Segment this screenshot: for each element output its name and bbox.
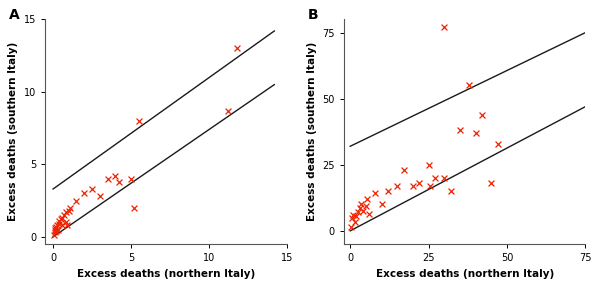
Point: [471, 131, 481, 135]
Point: [455, 128, 465, 133]
Point: [477, 112, 487, 117]
Point: [424, 162, 433, 167]
Point: [55, 219, 64, 223]
Point: [52, 223, 62, 228]
Point: [361, 203, 371, 208]
X-axis label: Excess deaths (northern Italy): Excess deaths (northern Italy): [376, 269, 554, 279]
Point: [61, 210, 70, 214]
Point: [53, 227, 62, 232]
Point: [51, 224, 61, 229]
Point: [95, 194, 104, 199]
Point: [352, 214, 361, 219]
Point: [134, 119, 143, 123]
Point: [52, 229, 61, 233]
Y-axis label: Excess deaths (southern Italy): Excess deaths (southern Italy): [307, 42, 317, 221]
Point: [50, 230, 59, 235]
Point: [64, 208, 73, 213]
Point: [103, 177, 112, 181]
Point: [114, 179, 124, 184]
Point: [487, 181, 496, 186]
Point: [232, 46, 242, 51]
Point: [49, 233, 59, 238]
Point: [353, 210, 363, 215]
Point: [59, 213, 69, 217]
Point: [377, 202, 386, 207]
Point: [346, 225, 356, 229]
Point: [50, 227, 60, 232]
Point: [362, 197, 372, 201]
Point: [79, 191, 89, 196]
Point: [54, 222, 64, 226]
Point: [430, 176, 440, 180]
Point: [87, 187, 97, 191]
Point: [56, 217, 65, 222]
Point: [383, 189, 392, 193]
Point: [415, 181, 424, 186]
Point: [364, 212, 374, 216]
Point: [350, 219, 360, 224]
Point: [356, 202, 366, 207]
Point: [370, 190, 380, 195]
Point: [446, 189, 455, 193]
Y-axis label: Excess deaths (southern Italy): Excess deaths (southern Italy): [8, 42, 19, 221]
Point: [57, 223, 67, 228]
Point: [62, 223, 72, 228]
X-axis label: Excess deaths (northern Italy): Excess deaths (northern Italy): [77, 269, 255, 279]
Point: [349, 213, 358, 217]
Point: [71, 198, 81, 203]
Point: [392, 184, 402, 188]
Point: [58, 216, 67, 220]
Point: [129, 205, 139, 210]
Point: [126, 177, 136, 181]
Point: [464, 83, 474, 88]
Text: A: A: [9, 8, 20, 22]
Point: [399, 168, 409, 172]
Point: [347, 215, 356, 220]
Point: [425, 184, 435, 188]
Point: [408, 184, 418, 188]
Text: B: B: [308, 8, 319, 22]
Point: [110, 174, 120, 178]
Point: [50, 226, 60, 230]
Point: [62, 220, 71, 225]
Point: [439, 176, 449, 180]
Point: [223, 108, 232, 113]
Point: [355, 206, 364, 211]
Point: [65, 205, 75, 210]
Point: [439, 25, 449, 30]
Point: [493, 141, 502, 146]
Point: [358, 209, 368, 213]
